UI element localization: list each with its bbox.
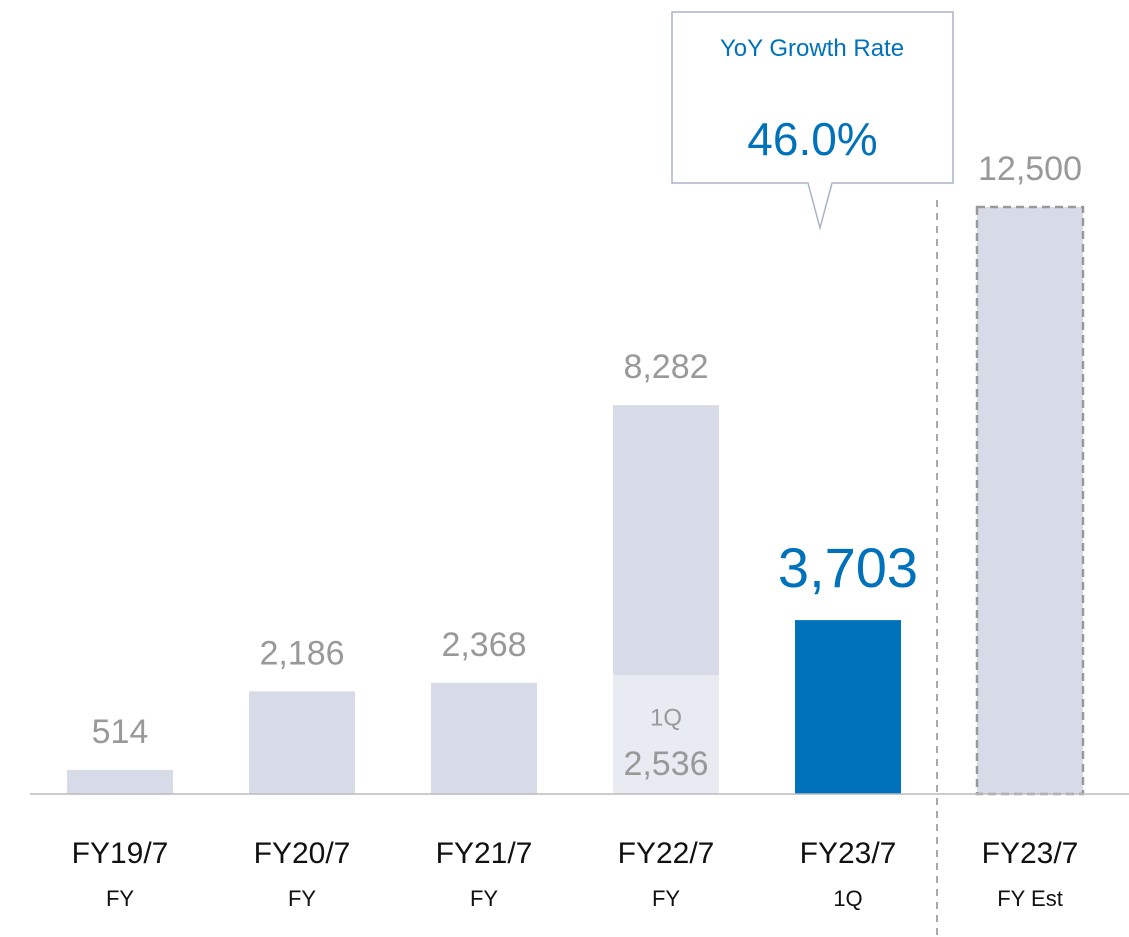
- inset-value-label: 2,536: [623, 745, 708, 783]
- x-sub-label: FY: [106, 886, 134, 911]
- bar: [795, 620, 901, 794]
- bar: [67, 769, 173, 794]
- callout-value: 46.0%: [747, 113, 878, 165]
- x-tick-label: FY23/7: [800, 837, 897, 870]
- x-sub-label: FY: [652, 886, 680, 911]
- inset-label: 1Q: [650, 704, 682, 731]
- value-label: 12,500: [978, 150, 1082, 188]
- value-label: 514: [92, 713, 149, 751]
- inset-bar: [613, 674, 719, 794]
- callout-box: [671, 11, 954, 231]
- x-sub-label: FY Est: [997, 886, 1063, 911]
- x-tick-label: FY23/7: [982, 837, 1079, 870]
- x-tick-label: FY20/7: [254, 837, 351, 870]
- x-sub-label: 1Q: [833, 886, 862, 911]
- x-tick-label: FY19/7: [72, 837, 169, 870]
- bar: [431, 682, 537, 794]
- x-tick-label: FY21/7: [436, 837, 533, 870]
- x-sub-label: FY: [288, 886, 316, 911]
- bar: [249, 691, 355, 794]
- value-label: 3,703: [778, 536, 918, 599]
- value-label: 2,186: [259, 634, 344, 672]
- value-label: 8,282: [623, 348, 708, 386]
- x-sub-label: FY: [470, 886, 498, 911]
- value-label: 2,368: [441, 626, 526, 664]
- callout-text: YoY Growth Rate: [719, 35, 905, 62]
- bar: [975, 205, 1085, 796]
- x-tick-label: FY22/7: [618, 837, 715, 870]
